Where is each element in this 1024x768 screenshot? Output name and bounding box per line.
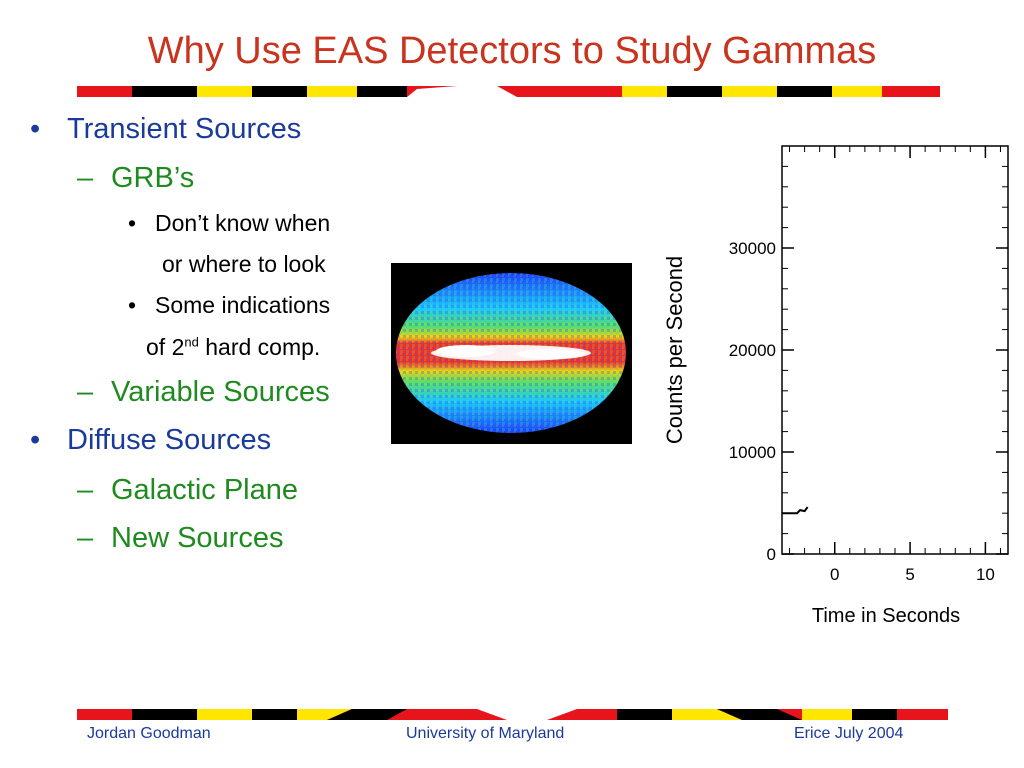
- bullet-dot: •: [30, 424, 41, 456]
- bullet-diffuse-sources: Diffuse Sources: [67, 424, 272, 456]
- sub-sub-bullet-indications-line1: Some indications: [155, 292, 331, 318]
- sub-bullet-dash: –: [77, 376, 94, 408]
- y-axis-label: Counts per Second: [662, 256, 687, 444]
- plot-frame: [781, 145, 1009, 555]
- slide-title: Why Use EAS Detectors to Study Gammas: [147, 30, 877, 72]
- sub-bullet-grbs: GRB’s: [111, 162, 195, 194]
- all-sky-gamma-map-image: [391, 263, 632, 444]
- sub-sub-bullet-dont-know-line1: Don’t know when: [155, 210, 331, 236]
- sub-sub-bullet-dot: •: [128, 292, 137, 318]
- sub-bullet-variable-sources: Variable Sources: [111, 376, 330, 408]
- y-tick-label: 0: [767, 545, 776, 564]
- footer-author: Jordan Goodman: [87, 725, 211, 742]
- sub-bullet-galactic-plane: Galactic Plane: [111, 474, 298, 506]
- sub-bullet-new-sources: New Sources: [111, 522, 284, 554]
- data-series: [782, 506, 809, 515]
- top-decorative-stripe: [77, 86, 940, 97]
- bottom-decorative-stripe: [77, 709, 948, 720]
- x-tick-label: 0: [830, 565, 839, 584]
- x-tick-label: 5: [905, 565, 914, 584]
- y-tick-label: 20000: [729, 341, 776, 360]
- y-axis-ticks: 0 10000 20000 30000: [729, 239, 1008, 564]
- sub-sub-bullet-dont-know-line2: or where to look: [162, 251, 326, 277]
- x-tick-label: 10: [976, 565, 995, 584]
- y-tick-label: 30000: [729, 239, 776, 258]
- sub-bullet-dash: –: [77, 162, 94, 194]
- plot-border: [781, 145, 1009, 555]
- sub-bullet-dash: –: [77, 474, 94, 506]
- bullet-dot: •: [30, 113, 41, 145]
- footer-institution: University of Maryland: [406, 725, 565, 742]
- sub-sub-bullet-dot: •: [128, 210, 137, 236]
- bullet-transient-sources: Transient Sources: [67, 113, 302, 145]
- x-axis-ticks: 0 5 10: [830, 146, 995, 584]
- footer-event-date: Erice July 2004: [794, 725, 904, 742]
- x-axis-label: Time in Seconds: [812, 605, 960, 627]
- bullet-list: • Transient Sources – GRB’s • Don’t know…: [0, 0, 400, 600]
- sub-sub-bullet-indications-line2: of 2nd hard comp.: [146, 334, 321, 360]
- series-line: [782, 506, 809, 515]
- sub-bullet-dash: –: [77, 522, 94, 554]
- y-tick-label: 10000: [729, 443, 776, 462]
